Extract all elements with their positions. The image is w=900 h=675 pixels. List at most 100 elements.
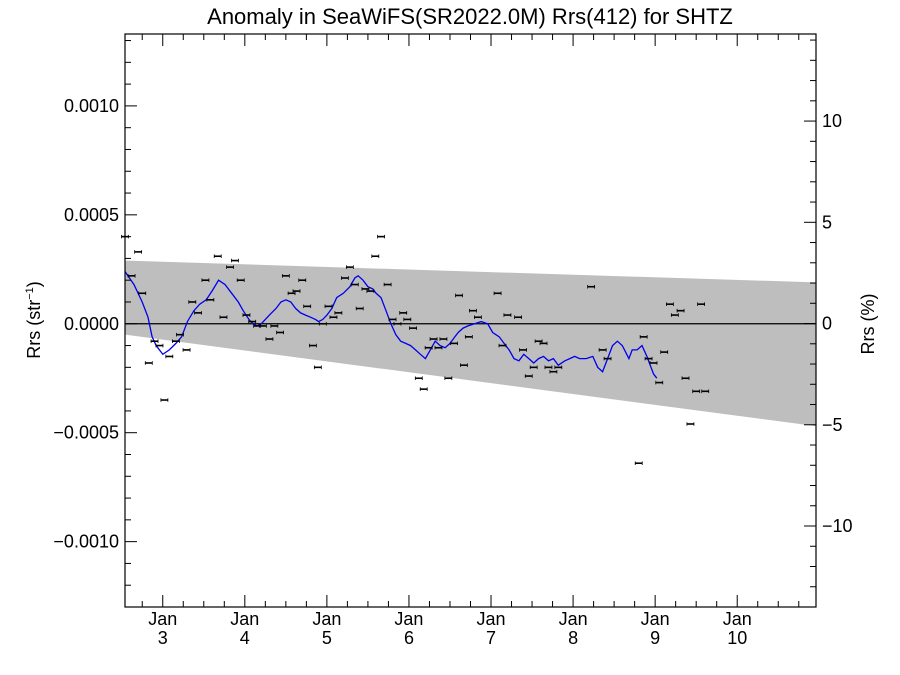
data-point [334, 311, 343, 315]
data-point [144, 361, 153, 365]
x-tick-label-month: Jan [230, 609, 259, 629]
data-point [194, 311, 202, 315]
data-point [318, 321, 327, 326]
x-tick-label-month: Jan [394, 609, 423, 629]
data-point [242, 313, 251, 317]
left-tick-label: 0.0005 [64, 205, 119, 225]
left-tick-label: −0.0010 [53, 532, 119, 552]
x-tick-label-month: Jan [477, 609, 506, 629]
data-point [303, 304, 312, 309]
data-point [403, 317, 412, 322]
data-point [534, 339, 543, 343]
right-tick-label: −10 [822, 516, 853, 536]
data-point [355, 306, 364, 311]
data-point [439, 337, 448, 341]
data-point [341, 276, 349, 280]
data-point [660, 350, 669, 354]
data-point [258, 324, 267, 328]
left-tick-label: 0.0010 [64, 96, 119, 116]
data-point [313, 365, 322, 370]
data-point [176, 332, 184, 337]
left-tick-label: 0.0000 [64, 314, 119, 334]
data-point [377, 234, 385, 239]
x-tick-label-month: Jan [641, 609, 670, 629]
data-point [350, 282, 359, 287]
x-tick-label-month: Jan [148, 609, 177, 629]
data-point [639, 335, 648, 339]
data-point [409, 326, 417, 330]
data-point [182, 348, 191, 352]
data-point [634, 461, 643, 466]
x-tick-label-day: 3 [158, 628, 168, 648]
data-point [603, 356, 612, 361]
data-point [514, 315, 522, 320]
data-point [213, 254, 222, 259]
data-point [419, 387, 428, 391]
data-point [655, 380, 664, 385]
data-point [469, 308, 477, 313]
data-point [455, 293, 463, 298]
data-point [460, 363, 468, 367]
data-point [424, 345, 433, 350]
data-point [292, 289, 301, 293]
axes-layer: 0.0010 0.0005 0.0000 −0.0005 −0.0010 10 5 0 −5 −1… [53, 33, 853, 648]
data-point [281, 274, 290, 278]
uncertainty-band [125, 260, 816, 427]
data-point [399, 311, 408, 315]
data-point [345, 265, 354, 269]
data-point [686, 422, 695, 426]
right-tick-label: 10 [822, 111, 842, 131]
data-point [503, 313, 512, 317]
data-point [529, 365, 538, 370]
data-point [134, 250, 143, 254]
data-point [366, 289, 375, 293]
x-tick-label-day: 8 [568, 628, 578, 648]
data-point [138, 291, 147, 296]
y-axis-title: Rrs (str−1) [24, 281, 44, 359]
data-point [493, 291, 502, 296]
data-point [188, 300, 197, 304]
x-tick-label-day: 4 [240, 628, 250, 648]
data-point [429, 337, 438, 341]
x-tick-label-month: Jan [723, 609, 752, 629]
data-point [287, 291, 296, 296]
data-point [324, 304, 333, 309]
data-point [587, 284, 596, 289]
data-point [414, 376, 423, 381]
data-point [298, 278, 307, 282]
data-points-layer [121, 234, 710, 466]
data-point [450, 341, 458, 346]
data-point [692, 389, 701, 394]
right-tick-label: −5 [822, 415, 843, 435]
y-axis-title-close: ) [24, 281, 44, 287]
data-point [473, 315, 482, 320]
data-point [681, 376, 690, 381]
data-point [498, 343, 507, 348]
right-tick-label: 0 [822, 314, 832, 334]
data-point [539, 341, 548, 346]
y-axis-title-main: Rrs (str [24, 300, 44, 359]
data-point [265, 337, 274, 341]
data-point [236, 278, 245, 282]
data-point [676, 308, 685, 313]
data-point [644, 356, 653, 361]
data-point [670, 313, 679, 317]
data-point [309, 343, 317, 348]
data-point [127, 274, 136, 278]
right-tick-label: 5 [822, 212, 832, 232]
y2-axis-title: Rrs (%) [858, 294, 878, 355]
data-point [201, 278, 210, 282]
x-tick-label-day: 5 [322, 628, 332, 648]
data-point [393, 321, 402, 326]
data-point [524, 374, 533, 378]
x-tick-label-day: 7 [486, 628, 496, 648]
x-tick-label-day: 6 [404, 628, 414, 648]
data-point [519, 348, 527, 352]
data-point [444, 376, 453, 381]
smoothed-line-layer [124, 271, 658, 379]
data-point [171, 339, 180, 343]
data-point [598, 348, 607, 352]
data-point [666, 302, 674, 306]
data-point [150, 339, 159, 343]
